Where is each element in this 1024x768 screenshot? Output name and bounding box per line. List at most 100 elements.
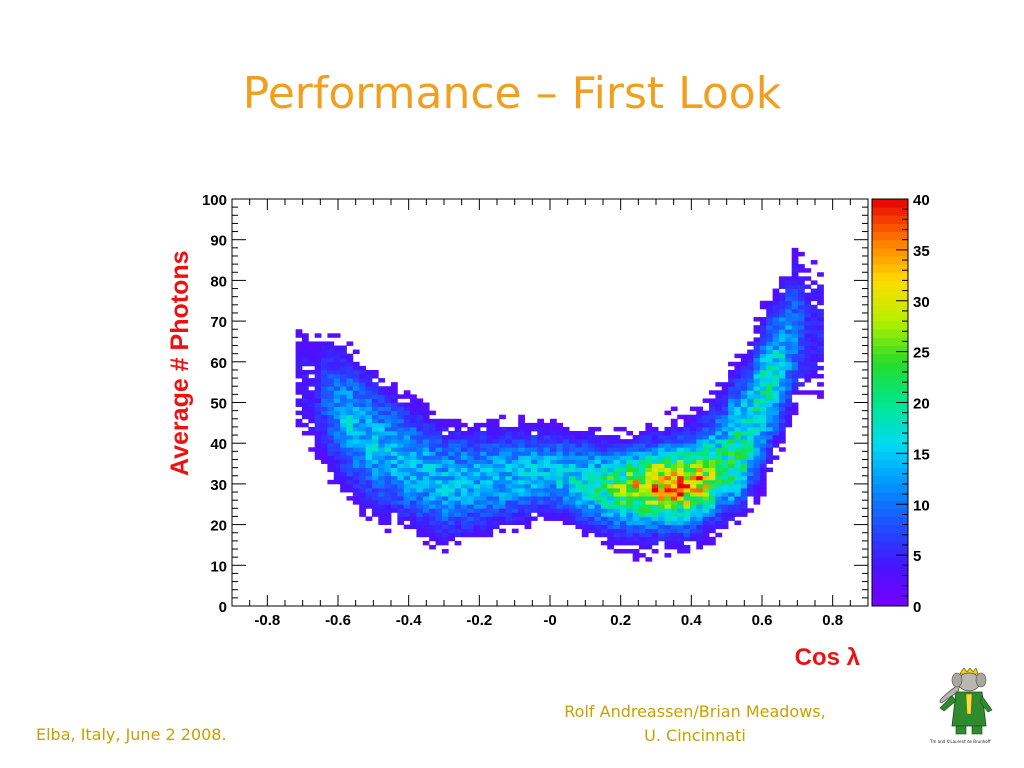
heatmap-cell	[772, 418, 780, 424]
heatmap-cell	[664, 532, 672, 538]
heatmap-cell	[575, 520, 583, 525]
heatmap-cell	[734, 435, 742, 440]
heatmap-cell	[772, 333, 780, 338]
heatmap-cell	[365, 439, 373, 444]
heatmap-cell	[740, 459, 748, 464]
heatmap-cell	[295, 333, 303, 338]
heatmap-cell	[530, 451, 538, 456]
heatmap-cell	[734, 451, 742, 456]
heatmap-cell	[785, 374, 793, 379]
heatmap-cell	[301, 422, 309, 428]
heatmap-cell	[728, 487, 735, 493]
heatmap-cell	[728, 516, 735, 521]
heatmap-cell	[778, 325, 786, 330]
heatmap-cell	[753, 492, 761, 497]
heatmap-cell	[562, 467, 570, 473]
heatmap-cell	[683, 508, 691, 513]
heatmap-cell	[359, 365, 366, 371]
heatmap-cell	[740, 479, 748, 485]
heatmap-cell	[378, 455, 386, 460]
heatmap-cell	[772, 378, 780, 383]
heatmap-cell	[403, 487, 411, 493]
heatmap-cell	[340, 479, 347, 485]
heatmap-cell	[791, 288, 799, 294]
heatmap-cell	[340, 390, 347, 395]
heatmap-cell	[810, 349, 818, 355]
heatmap-cell	[766, 422, 773, 428]
heatmap-cell	[619, 512, 627, 517]
heatmap-cell	[473, 451, 481, 456]
heatmap-cell	[613, 451, 621, 456]
heatmap-cell	[308, 447, 316, 452]
footer-authors-line1: Rolf Andreassen/Brian Meadows,	[564, 702, 826, 721]
heatmap-cell	[359, 414, 366, 420]
heatmap-cell	[505, 475, 513, 481]
heatmap-cell	[340, 374, 347, 379]
heatmap-cell	[346, 467, 354, 473]
heatmap-cell	[359, 508, 366, 513]
heatmap-cell	[645, 471, 653, 477]
colorbar-band	[872, 215, 908, 224]
heatmap-cell	[543, 439, 551, 444]
heatmap-cell	[778, 308, 786, 314]
heatmap-cell	[600, 479, 608, 485]
heatmap-cell	[429, 512, 436, 517]
heatmap-cell	[651, 459, 659, 464]
heatmap-cell	[600, 512, 608, 517]
heatmap-cell	[530, 455, 538, 460]
heatmap-cell	[759, 406, 767, 412]
heatmap-cell	[448, 467, 455, 473]
heatmap-cell	[333, 475, 341, 481]
heatmap-cell	[766, 386, 773, 391]
heatmap-cell	[734, 439, 742, 444]
heatmap-cell	[753, 353, 761, 359]
heatmap-cell	[696, 496, 704, 501]
heatmap-cell	[759, 402, 767, 407]
heatmap-cell	[613, 467, 621, 473]
heatmap-cell	[416, 455, 424, 460]
heatmap-cell	[753, 378, 761, 383]
heatmap-cell	[740, 483, 748, 489]
heatmap-cell	[492, 500, 500, 505]
heatmap-cell	[346, 378, 354, 383]
heatmap-cell	[441, 487, 449, 493]
heatmap-cell	[378, 520, 386, 525]
heatmap-cell	[562, 439, 570, 444]
heatmap-cell	[435, 516, 443, 521]
heatmap-cell	[321, 459, 328, 464]
heatmap-cell	[778, 317, 786, 322]
heatmap-cell	[689, 536, 697, 542]
colorbar-band	[872, 329, 908, 338]
heatmap-cell	[327, 394, 335, 399]
heatmap-cell	[709, 496, 716, 501]
heatmap-cell	[791, 357, 799, 363]
heatmap-cell	[798, 337, 805, 342]
heatmap-cell	[397, 410, 405, 416]
heatmap-cell	[759, 317, 767, 322]
heatmap-cell	[492, 439, 500, 444]
heatmap-cell	[670, 447, 678, 452]
heatmap-cell	[664, 528, 672, 534]
heatmap-cell	[696, 540, 704, 546]
heatmap-cell	[378, 410, 386, 416]
heatmap-cell	[702, 459, 710, 464]
heatmap-cell	[454, 492, 462, 497]
heatmap-cell	[384, 471, 392, 477]
heatmap-cell	[569, 459, 576, 464]
heatmap-cell	[518, 439, 525, 444]
heatmap-cell	[785, 394, 793, 399]
heatmap-cell	[740, 365, 748, 371]
heatmap-cell	[804, 321, 812, 326]
heatmap-cell	[645, 540, 653, 546]
heatmap-cell	[747, 492, 754, 497]
heatmap-cell	[378, 394, 386, 399]
heatmap-cell	[346, 357, 354, 363]
heatmap-cell	[378, 386, 386, 391]
heatmap-cell	[645, 500, 653, 505]
heatmap-cell	[505, 487, 513, 493]
heatmap-cell	[327, 378, 335, 383]
heatmap-cell	[524, 430, 532, 436]
heatmap-cell	[759, 390, 767, 395]
heatmap-cell	[728, 418, 735, 424]
heatmap-cell	[696, 528, 704, 534]
